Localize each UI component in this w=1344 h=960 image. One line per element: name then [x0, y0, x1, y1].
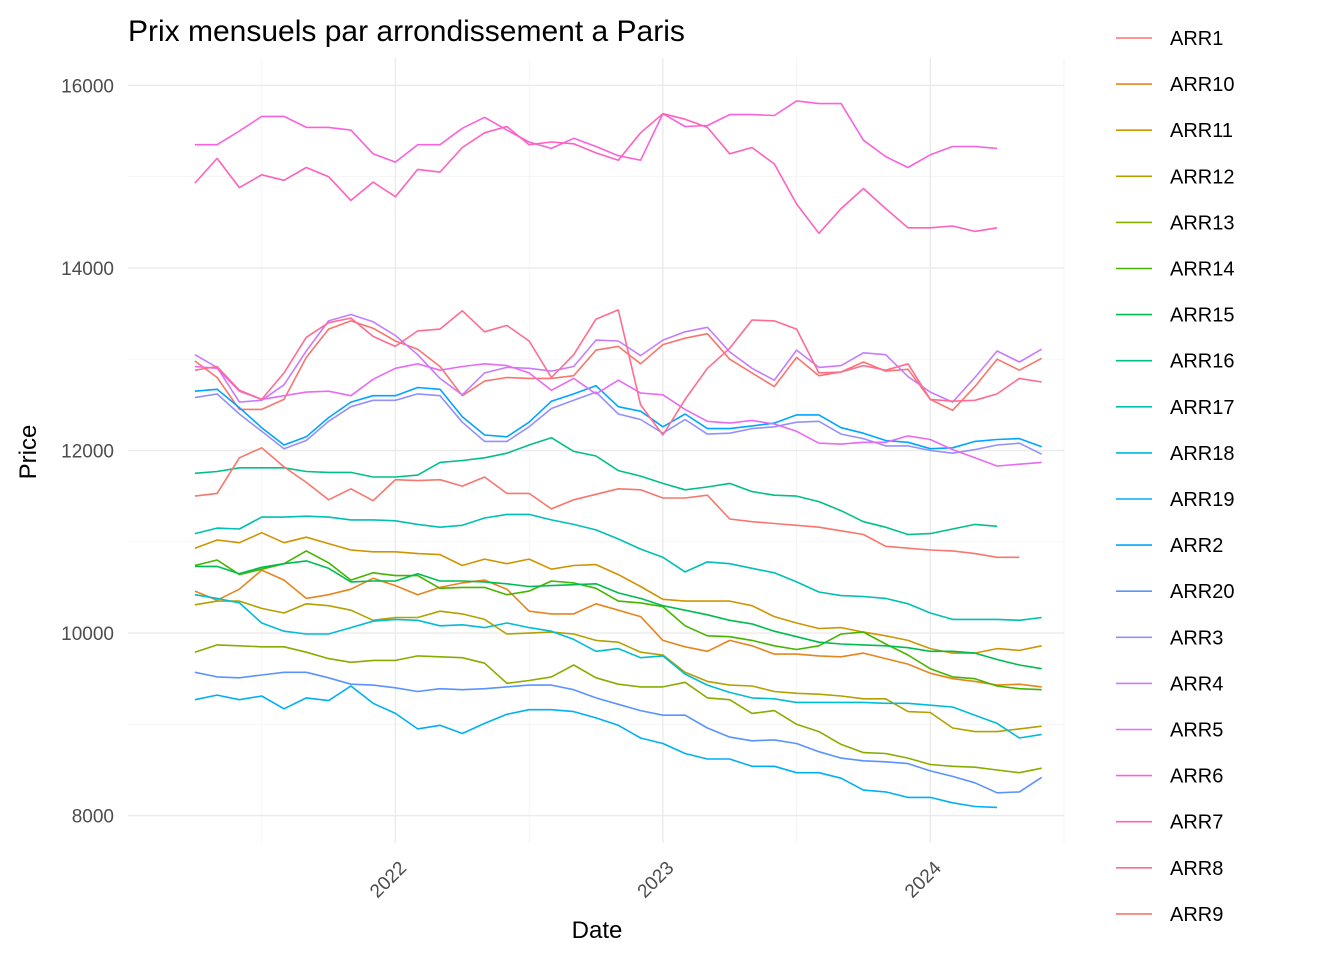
series-line-arr17	[194, 513, 1042, 622]
legend-label-arr8: ARR8	[1170, 858, 1223, 880]
series-line-arr7	[194, 112, 998, 235]
legend-label-arr5: ARR5	[1170, 720, 1223, 742]
legend: ARR1 ARR10 ARR11 ARR12 ARR13 ARR14 ARR15 ARR16 A…	[1116, 28, 1234, 926]
series-line-arr20	[194, 671, 1043, 794]
legend-label-arr18: ARR18	[1170, 443, 1234, 465]
major-gridlines	[128, 58, 1064, 843]
legend-label-arr9: ARR9	[1170, 904, 1223, 926]
series-line-arr12	[194, 600, 1042, 733]
series-line-arr4	[194, 313, 1043, 403]
y-axis-title: Price	[15, 425, 42, 480]
series-line-arr16	[194, 436, 998, 536]
y-tick-label: 10000	[61, 624, 114, 645]
series-line-arr11	[194, 531, 1042, 654]
series-line-arr8	[194, 309, 1042, 436]
x-tick-label: 2022	[366, 858, 411, 903]
series-line-arr19	[194, 685, 998, 809]
series-line-arr5	[194, 362, 1042, 467]
series-line-arr3	[194, 391, 1043, 455]
legend-label-arr1: ARR1	[1170, 28, 1223, 50]
series-lines	[194, 100, 1043, 809]
series-line-arr10	[194, 569, 1042, 688]
x-axis-ticks: 2022 2023 2024	[366, 857, 946, 902]
series-line-arr2	[194, 384, 1042, 450]
legend-label-arr20: ARR20	[1170, 581, 1234, 603]
series-line-arr9	[194, 446, 1020, 559]
x-tick-label: 2023	[634, 858, 679, 903]
chart-title: Prix mensuels par arrondissement a Paris	[128, 15, 685, 48]
series-line-arr15	[194, 560, 1042, 670]
legend-label-arr16: ARR16	[1170, 351, 1234, 373]
y-tick-label: 8000	[72, 807, 114, 828]
legend-label-arr11: ARR11	[1170, 120, 1233, 142]
y-tick-label: 12000	[61, 442, 114, 463]
series-line-arr14	[194, 550, 1042, 691]
legend-label-arr13: ARR13	[1170, 212, 1234, 234]
series-line-arr1	[194, 320, 1043, 412]
series-line-arr13	[194, 644, 1042, 774]
y-tick-label: 16000	[61, 76, 114, 97]
legend-label-arr12: ARR12	[1170, 166, 1234, 188]
legend-label-arr4: ARR4	[1170, 673, 1223, 695]
series-line-arr18	[194, 593, 1042, 739]
x-tick-label: 2024	[901, 857, 946, 902]
legend-label-arr3: ARR3	[1170, 627, 1223, 649]
legend-label-arr7: ARR7	[1170, 812, 1223, 834]
legend-label-arr15: ARR15	[1170, 305, 1234, 327]
legend-label-arr17: ARR17	[1170, 397, 1234, 419]
legend-label-arr10: ARR10	[1170, 74, 1234, 96]
legend-label-arr19: ARR19	[1170, 489, 1234, 511]
y-tick-label: 14000	[61, 259, 114, 280]
series-line-arr6	[194, 100, 998, 169]
y-axis-ticks: 8000 10000 12000 14000 16000	[61, 76, 114, 827]
x-axis-title: Date	[572, 917, 623, 944]
legend-label-arr6: ARR6	[1170, 766, 1223, 788]
legend-label-arr14: ARR14	[1170, 259, 1234, 281]
legend-label-arr2: ARR2	[1170, 535, 1223, 557]
